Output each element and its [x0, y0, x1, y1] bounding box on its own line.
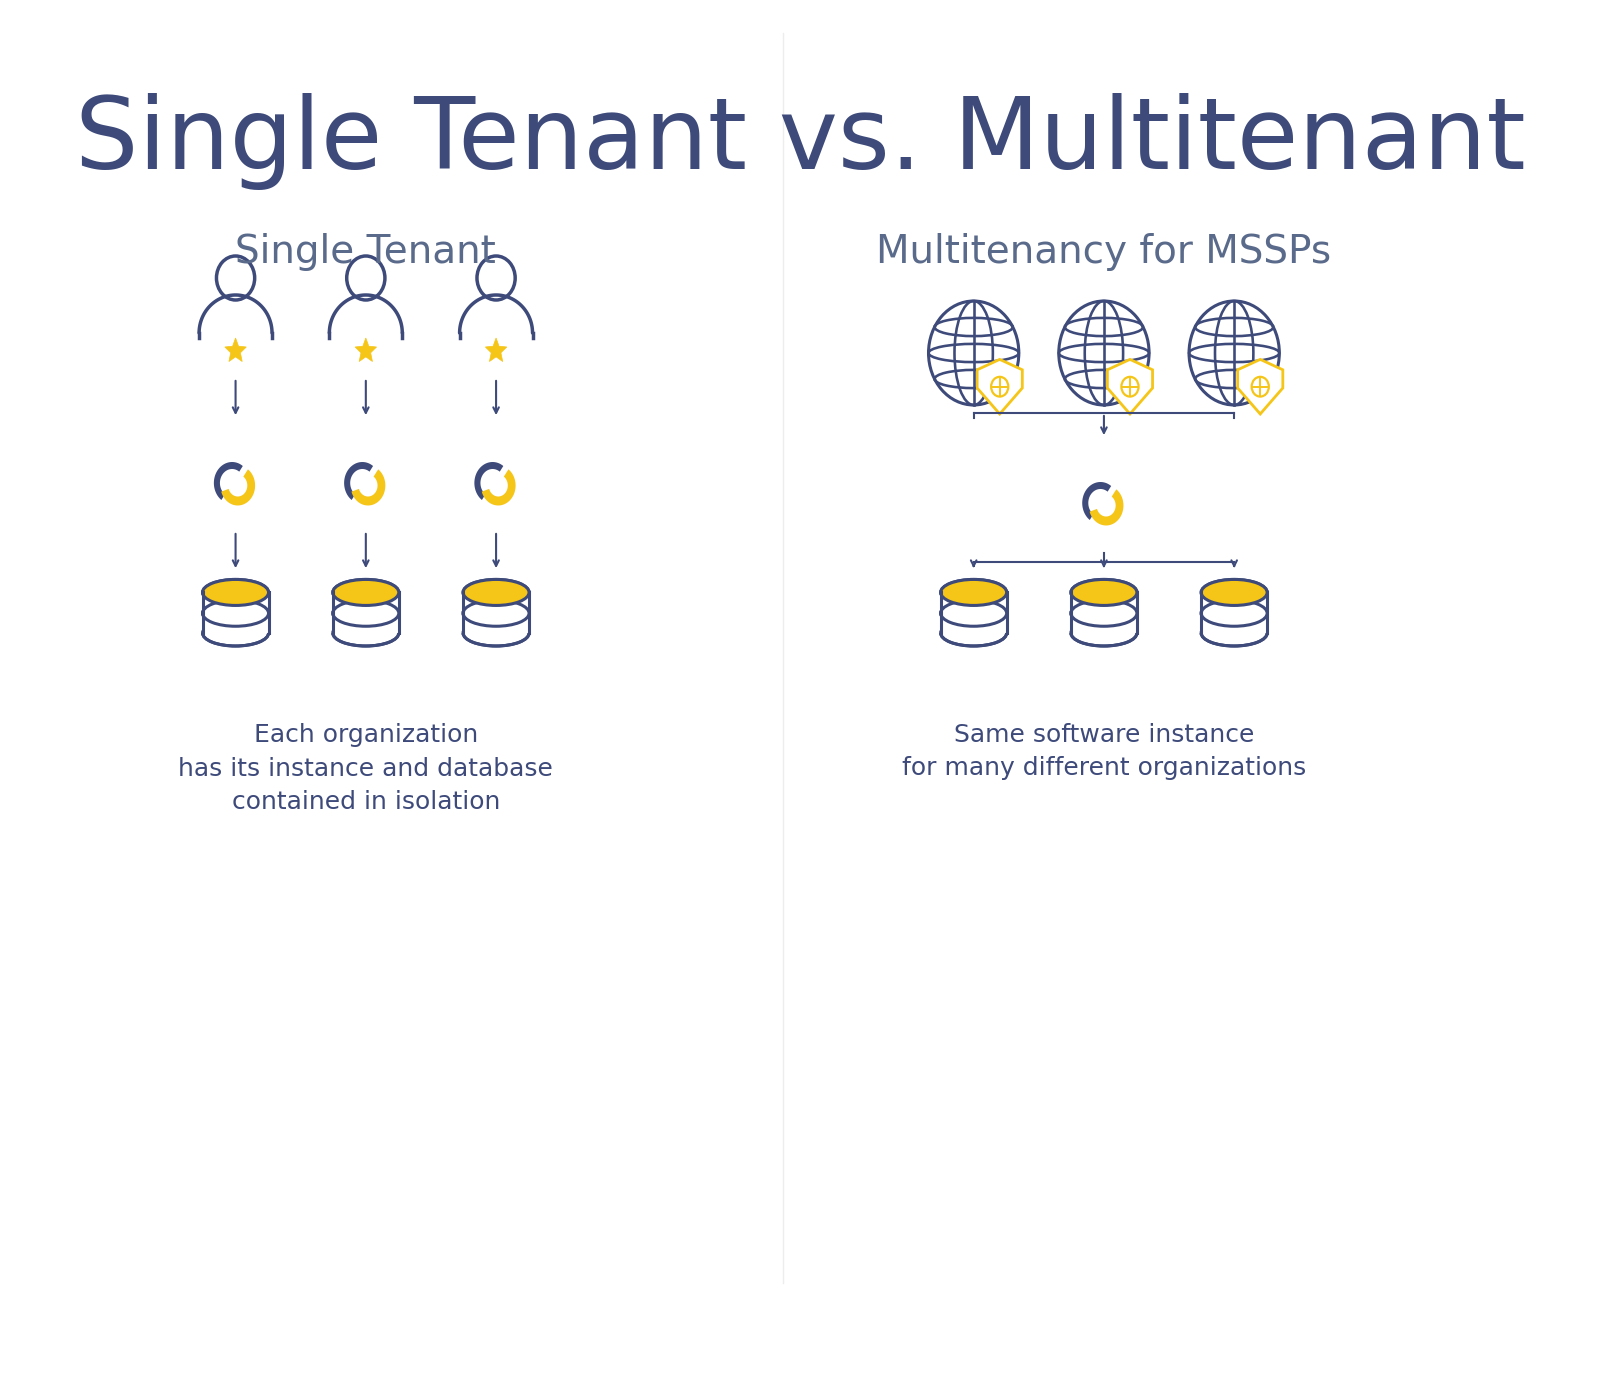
Polygon shape	[482, 469, 515, 506]
Ellipse shape	[333, 579, 398, 606]
Ellipse shape	[203, 579, 269, 606]
Text: Each organization
has its instance and database
contained in isolation: Each organization has its instance and d…	[178, 723, 554, 815]
Text: DB: DB	[1091, 585, 1117, 600]
Text: DB: DB	[354, 585, 378, 600]
Polygon shape	[1082, 483, 1110, 520]
Bar	[462, 592, 530, 633]
Ellipse shape	[1070, 579, 1138, 606]
Text: DB: DB	[483, 585, 509, 600]
Polygon shape	[978, 360, 1022, 414]
Bar	[333, 592, 398, 633]
Ellipse shape	[1202, 579, 1267, 606]
Text: DB: DB	[1222, 585, 1246, 600]
Ellipse shape	[1202, 579, 1267, 606]
Polygon shape	[221, 469, 254, 506]
Polygon shape	[352, 469, 386, 506]
Polygon shape	[355, 337, 376, 361]
Ellipse shape	[462, 579, 530, 606]
Text: DB: DB	[962, 585, 986, 600]
Polygon shape	[1107, 360, 1152, 414]
Bar	[1070, 592, 1138, 633]
Ellipse shape	[1070, 579, 1138, 606]
Polygon shape	[1238, 360, 1283, 414]
Polygon shape	[1090, 490, 1123, 526]
Polygon shape	[226, 337, 246, 361]
Bar	[941, 592, 1006, 633]
Bar	[203, 592, 269, 633]
Polygon shape	[485, 337, 507, 361]
Ellipse shape	[333, 579, 398, 606]
Text: Single Tenant: Single Tenant	[235, 232, 496, 271]
Text: Same software instance
for many different organizations: Same software instance for many differen…	[902, 723, 1306, 780]
Ellipse shape	[203, 579, 269, 606]
Polygon shape	[214, 462, 243, 501]
Text: Multitenancy for MSSPs: Multitenancy for MSSPs	[877, 232, 1331, 271]
Ellipse shape	[462, 579, 530, 606]
Ellipse shape	[941, 579, 1006, 606]
Ellipse shape	[941, 579, 1006, 606]
Polygon shape	[474, 462, 504, 501]
Text: DB: DB	[224, 585, 248, 600]
Bar	[1202, 592, 1267, 633]
Polygon shape	[344, 462, 373, 501]
Text: Single Tenant vs. Multitenant: Single Tenant vs. Multitenant	[75, 93, 1525, 189]
